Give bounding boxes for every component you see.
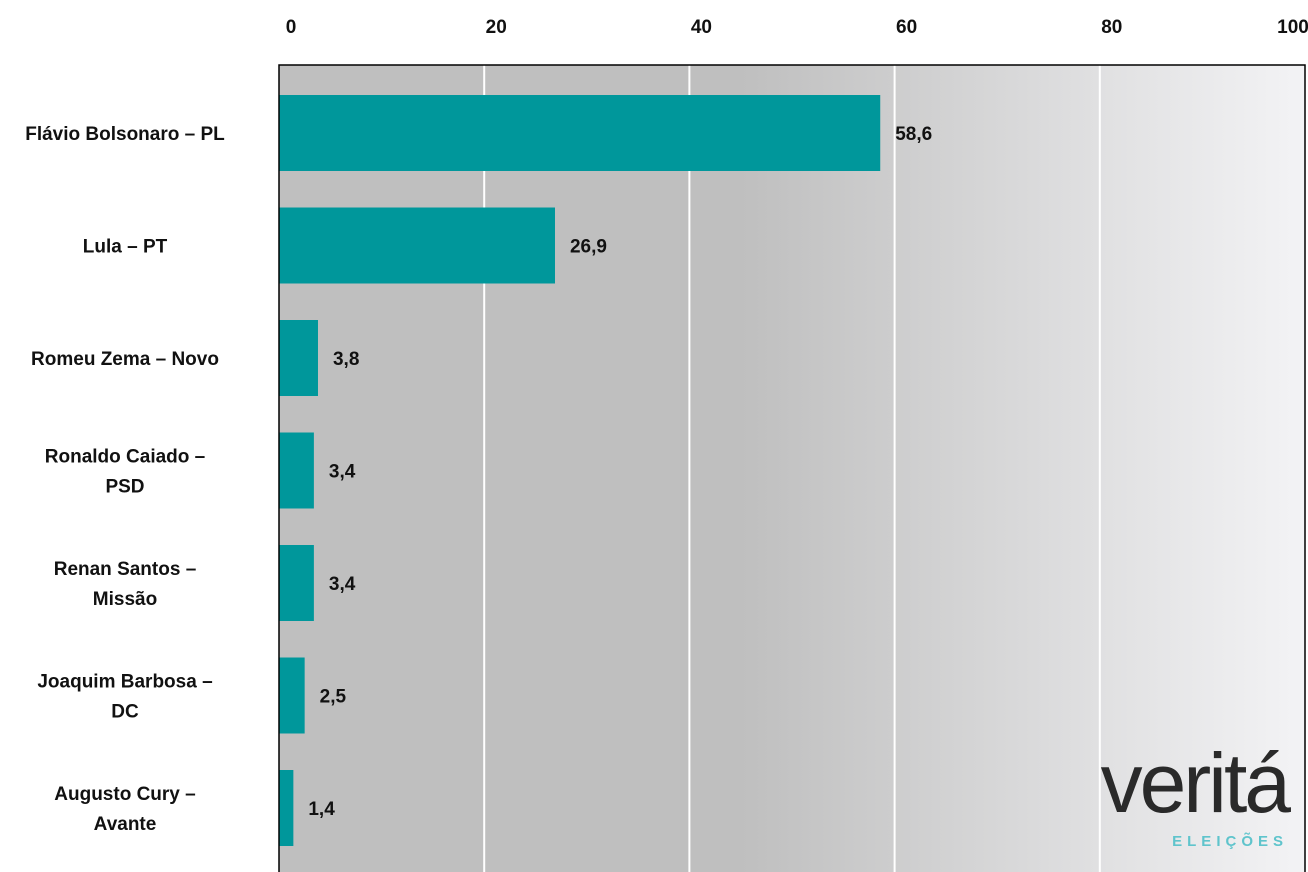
category-label: Joaquim Barbosa – DC xyxy=(37,672,212,723)
data-label: 3,4 xyxy=(329,574,356,595)
category-label: Flávio Bolsonaro – PL xyxy=(25,124,225,145)
bar xyxy=(279,770,294,846)
x-tick-label: 20 xyxy=(486,17,507,38)
bar xyxy=(279,657,305,734)
category-label: Augusto Cury – Avante xyxy=(54,784,195,835)
x-tick-label: 80 xyxy=(1101,17,1122,38)
x-tick-label: 0 xyxy=(286,17,297,38)
bar xyxy=(279,545,314,621)
bar xyxy=(279,95,881,171)
verita-logo: veritá ELEIÇÕES xyxy=(1101,736,1295,850)
data-label: 1,4 xyxy=(308,799,335,820)
bars: 58,6 26,9 3,8 3,4 3,4 2,5 1,4 xyxy=(279,95,932,846)
data-label: 3,8 xyxy=(333,349,359,370)
category-labels: Flávio Bolsonaro – PL Lula – PT Romeu Zema… xyxy=(25,124,225,835)
data-label: 26,9 xyxy=(570,237,607,258)
category-label: Renan Santos – Missão xyxy=(54,559,197,610)
bar xyxy=(279,207,555,284)
x-tick-label: 40 xyxy=(691,17,712,38)
plot-background xyxy=(279,65,1305,872)
logo-sub-text: ELEIÇÕES xyxy=(1172,832,1288,850)
bar xyxy=(279,432,314,509)
data-label: 2,5 xyxy=(320,687,347,708)
category-label: Ronaldo Caiado – PSD xyxy=(45,447,205,498)
logo-main-text: veritá xyxy=(1101,736,1292,830)
x-axis-ticks: 0 20 40 60 80 100 xyxy=(286,17,1308,38)
bar xyxy=(279,320,318,396)
data-label: 58,6 xyxy=(895,124,932,145)
x-tick-label: 60 xyxy=(896,17,917,38)
plot-frame xyxy=(278,64,1306,872)
x-tick-label: 100 xyxy=(1277,17,1308,38)
category-label: Lula – PT xyxy=(83,237,168,258)
data-label: 3,4 xyxy=(329,462,356,483)
category-label: Romeu Zema – Novo xyxy=(31,349,219,370)
gridlines xyxy=(483,65,1101,872)
